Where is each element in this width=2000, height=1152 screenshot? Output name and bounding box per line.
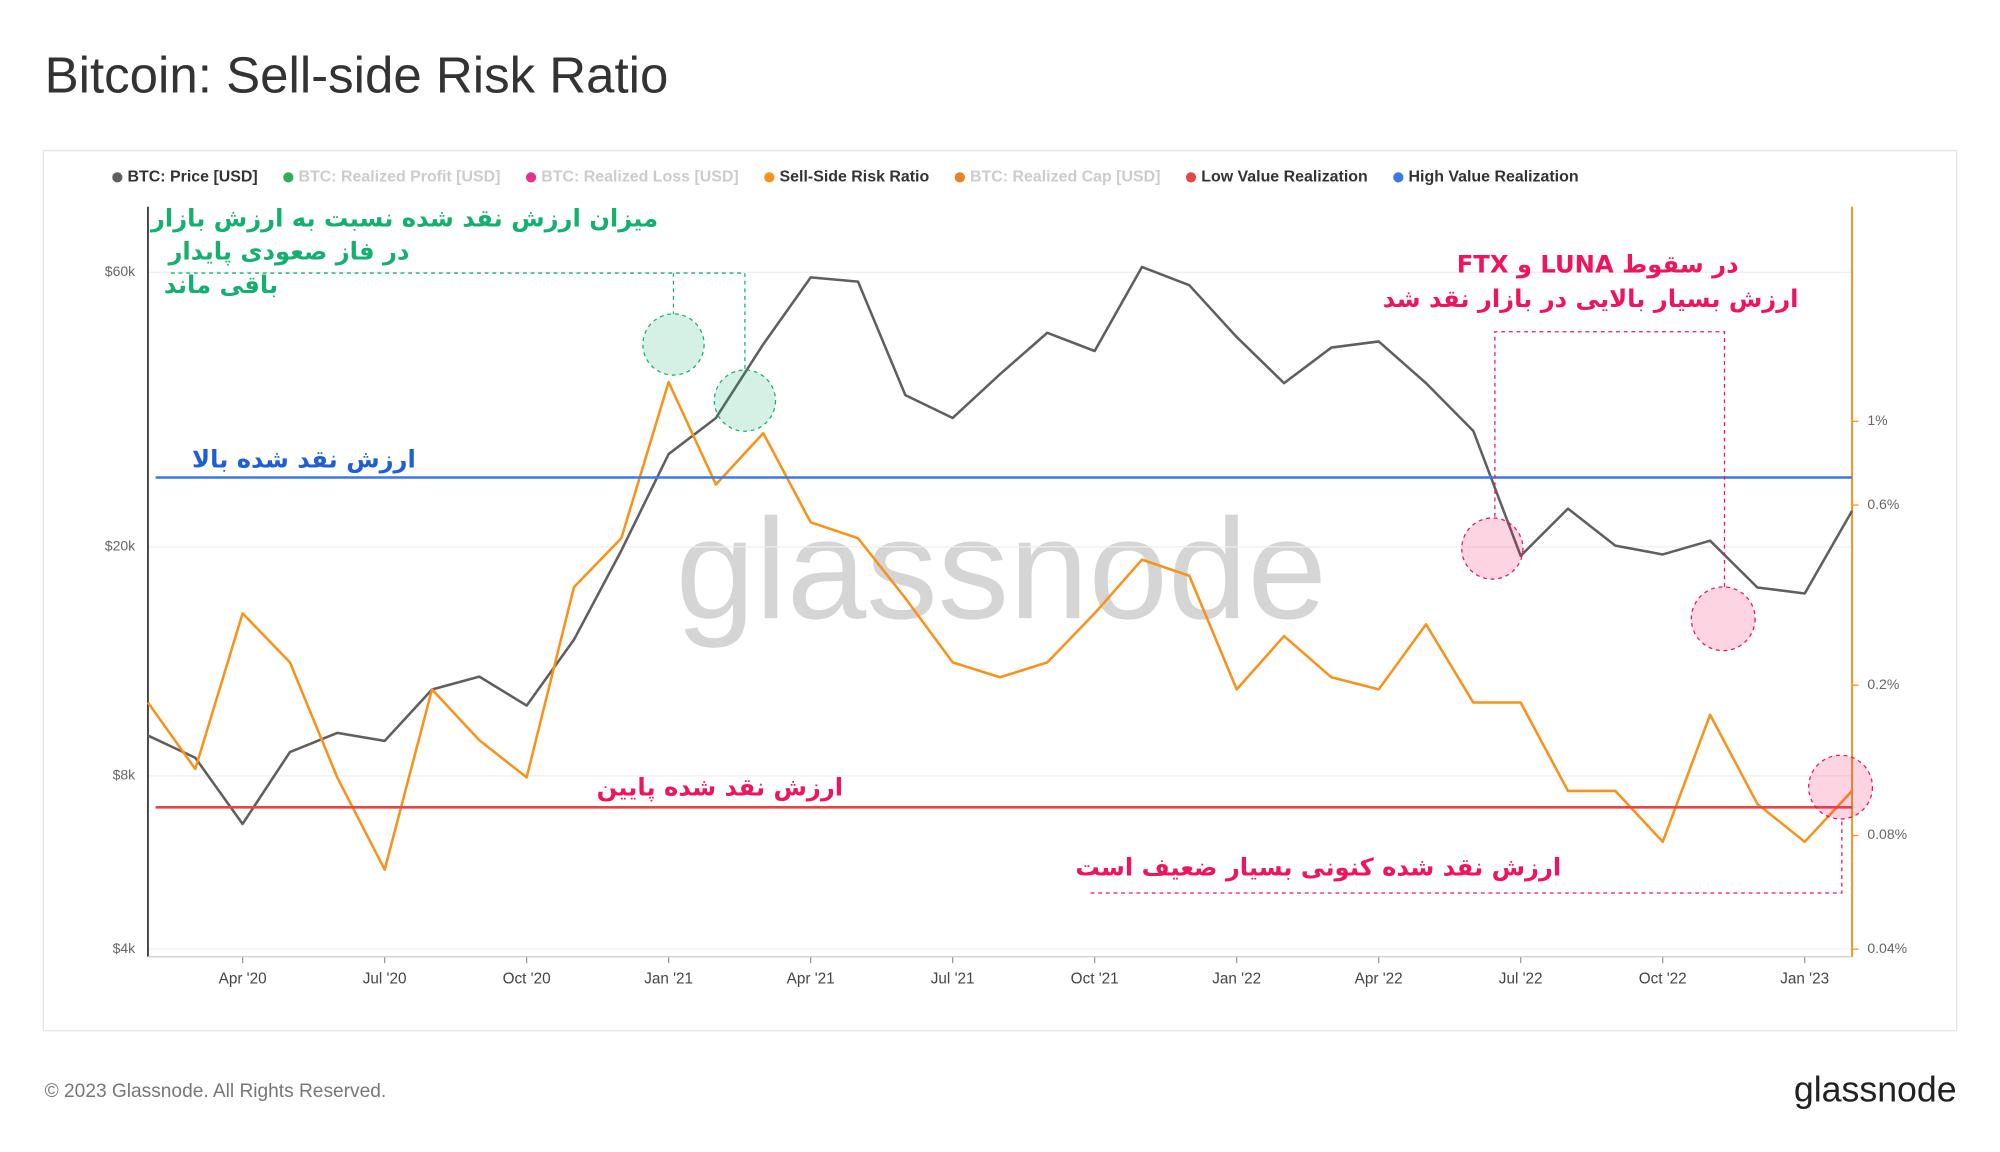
- legend-label: Sell-Side Risk Ratio: [780, 169, 930, 186]
- x-tick-label: Apr '20: [219, 971, 267, 988]
- highlight-circle: [1690, 586, 1756, 652]
- legend-marker: [112, 172, 123, 183]
- legend-label: BTC: Realized Cap [USD]: [970, 169, 1160, 186]
- x-tick-label: Jul '21: [931, 971, 975, 988]
- annotation: میزان ارزش نقد شده نسبت به ارزش بازار: [150, 204, 658, 232]
- highlight-circle: [642, 313, 705, 376]
- x-tick-label: Apr '22: [1355, 971, 1403, 988]
- chart-panel: [42, 149, 1958, 1032]
- guide: [1090, 818, 1843, 894]
- logo: glassnode: [1794, 1069, 1957, 1109]
- footer: © 2023 Glassnode. All Rights Reserved.: [45, 1081, 387, 1102]
- annotation: ارزش نقد شده پایین: [597, 773, 843, 801]
- highlight-circles: [642, 313, 1874, 820]
- y2-tick-label: 0.6%: [1867, 496, 1899, 512]
- series-line: [146, 380, 1853, 871]
- y2-tick-label: 0.2%: [1867, 676, 1899, 692]
- legend-label: BTC: Realized Profit [USD]: [299, 169, 501, 186]
- y-tick-label: $60k: [105, 263, 136, 279]
- legend-marker: [954, 172, 965, 183]
- plot-layer: $4k $8k $20k $60k 0.04% 0.08% 0.2% 0.6% 1% Apr '2…: [105, 169, 1907, 988]
- annotation: ارزش بسیار بالایی در بازار نقد شد: [1383, 285, 1799, 313]
- annotation: در سقوط LUNA و FTX: [1457, 250, 1739, 278]
- highlight-circle: [713, 369, 777, 432]
- x-tick-label: Jan '23: [1780, 971, 1829, 988]
- legend-label: High Value Realization: [1409, 169, 1579, 186]
- legend-label: BTC: Price [USD]: [128, 169, 258, 186]
- x-tick-label: Jan '22: [1212, 971, 1261, 988]
- y-tick-label: $4k: [113, 940, 137, 956]
- x-tick-label: Jul '20: [363, 971, 407, 988]
- guide: [1494, 331, 1726, 587]
- x-tick-label: Jul '22: [1499, 971, 1543, 988]
- y2-tick-label: 1%: [1867, 412, 1887, 428]
- y2-tick-label: 0.08%: [1867, 826, 1907, 842]
- x-tick-label: Oct '20: [503, 971, 551, 988]
- x-tick-label: Oct '21: [1071, 971, 1119, 988]
- legend-label: BTC: Realized Loss [USD]: [541, 169, 738, 186]
- y-tick-label: $20k: [105, 538, 136, 554]
- x-tick-label: Apr '21: [787, 971, 835, 988]
- legend-marker: [525, 172, 537, 183]
- annotation: ارزش نقد شده بالا: [192, 446, 416, 474]
- legend-marker: [764, 172, 775, 183]
- annotation: باقی ماند: [164, 271, 278, 299]
- highlight-circle: [1808, 754, 1874, 820]
- legend-marker: [1393, 172, 1404, 183]
- chart-title: Bitcoin: Sell-side Risk Ratio: [45, 47, 669, 104]
- annotation: ارزش نقد شده کنونی بسیار ضعیف است: [1075, 854, 1561, 882]
- y2-tick-label: 0.04%: [1867, 940, 1907, 956]
- legend-label: Low Value Realization: [1201, 169, 1367, 186]
- x-tick-label: Jan '21: [644, 971, 693, 988]
- annotation: در فاز صعودی پایدار: [167, 238, 409, 266]
- legend-marker: [283, 172, 294, 183]
- legend-marker: [1185, 172, 1197, 183]
- highlight-circle: [1461, 517, 1524, 580]
- x-tick-label: Oct '22: [1639, 971, 1687, 988]
- y-tick-label: $8k: [113, 767, 137, 783]
- watermark: glassnode: [676, 490, 1327, 649]
